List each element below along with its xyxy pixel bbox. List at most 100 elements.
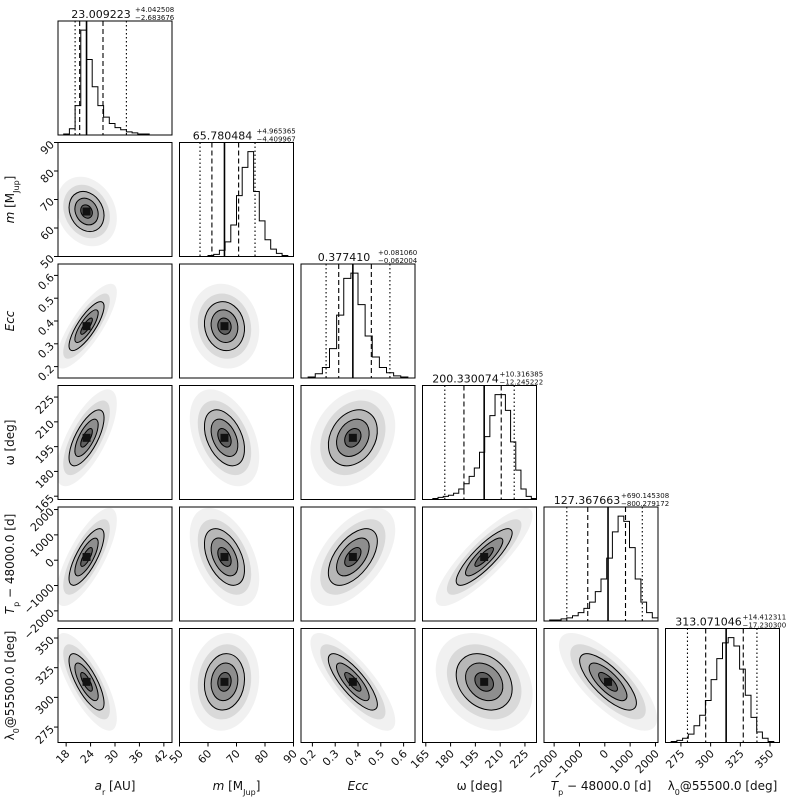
- x-axis-label-3: ω [deg]: [457, 779, 503, 793]
- panel-frame: [179, 142, 294, 257]
- y-axis-label-1: m [MJup]: [3, 176, 21, 224]
- density-peak: [348, 552, 357, 561]
- histogram-panel-0: [57, 20, 173, 136]
- y-tick-label: 195: [33, 442, 57, 466]
- y-tick-label: 180: [33, 467, 57, 491]
- x-axis-label-part: Ecc: [348, 779, 369, 793]
- y-tick-label: 210: [33, 418, 57, 442]
- density-peak: [348, 677, 357, 686]
- panel-title-1: 65.780484 +4.965365−4.409967: [193, 128, 296, 144]
- panel-frame: [57, 506, 173, 622]
- density-peak: [82, 207, 91, 216]
- x-tick-label: 165: [408, 747, 432, 771]
- histogram-panel-4: [543, 506, 659, 622]
- x-axis-label-4: Tp − 48000.0 [d]: [551, 779, 652, 797]
- y-axis-label-5: λ0@55500.0 [deg]: [3, 631, 21, 741]
- x-tick-label: 225: [507, 747, 531, 771]
- histogram-panel-2: [300, 263, 416, 379]
- y-tick-label: 300: [33, 693, 57, 717]
- x-tick-label: 70: [224, 747, 243, 766]
- scatter-panel-5-1: [179, 628, 294, 743]
- y-tick-label: 225: [33, 393, 57, 417]
- density-peak: [82, 677, 91, 686]
- y-tick-label: 70: [38, 195, 57, 214]
- x-tick-label: 180: [433, 747, 457, 771]
- y-axis-label-part: @55500.0 [deg]: [3, 631, 17, 728]
- y-axis-label-3: ω [deg]: [3, 420, 17, 466]
- panel-frame: [543, 628, 659, 743]
- histogram-step-4: [544, 515, 658, 621]
- scatter-panel-4-3: [422, 506, 537, 622]
- y-tick-label: 0.6: [35, 271, 57, 293]
- scatter-panel-5-0: [57, 628, 173, 743]
- panel-title-0: 23.009223 +4.042508−2.683676: [71, 6, 175, 22]
- x-tick-label: 195: [458, 747, 482, 771]
- panel-frame: [57, 385, 173, 500]
- density-peak: [220, 433, 229, 442]
- x-axis-label-part: ω: [457, 779, 467, 793]
- scatter-panel-5-3: [422, 628, 537, 743]
- x-tick-label: 50: [167, 747, 186, 766]
- y-axis-label-part: λ: [3, 733, 17, 740]
- panel-frame: [179, 385, 294, 500]
- y-tick-label: 2000: [28, 505, 57, 534]
- panel-title-5: 313.071046 +14.412311−17.230300: [675, 614, 786, 630]
- y-axis-label-2: Ecc: [3, 310, 17, 331]
- y-tick-label: 325: [33, 663, 57, 687]
- y-axis-label-part: [deg]: [3, 420, 17, 456]
- x-tick-label: 300: [693, 747, 717, 771]
- density-peak: [480, 677, 489, 686]
- title-value: 127.367663: [554, 494, 620, 507]
- y-tick-label: 80: [38, 167, 57, 186]
- histogram-step-5: [665, 637, 780, 743]
- y-tick-label: 0.2: [35, 362, 57, 384]
- title-plus: +14.412311: [743, 614, 787, 622]
- panel-frame: [422, 628, 537, 743]
- x-tick-label: 80: [252, 747, 271, 766]
- x-tick-label: 90: [281, 747, 300, 766]
- x-tick-label: 36: [127, 747, 146, 766]
- x-axis-label-part: p: [558, 788, 563, 797]
- x-axis-label-part: ]: [256, 779, 261, 793]
- y-axis-label-part: p: [12, 602, 21, 607]
- x-axis-label-5: λ0@55500.0 [deg]: [668, 779, 778, 797]
- y-tick-label: 1000: [28, 531, 57, 560]
- x-tick-label: 275: [663, 747, 687, 771]
- title-plus: +10.316385: [500, 371, 544, 379]
- x-tick-label: 325: [723, 747, 747, 771]
- density-peak: [220, 677, 229, 686]
- x-tick-label: 350: [752, 747, 776, 771]
- x-axis-label-part: λ: [668, 779, 675, 793]
- scatter-panel-3-1: [179, 385, 294, 500]
- panel-frame: [543, 506, 659, 622]
- histogram-step-3: [422, 394, 537, 500]
- x-axis-label-part: − 48000.0 [d]: [563, 779, 651, 793]
- scatter-panel-5-2: [300, 628, 416, 743]
- x-tick-label: 30: [102, 747, 121, 766]
- y-axis-label-part: 0: [12, 728, 21, 733]
- x-axis-label-0: ar [AU]: [95, 779, 136, 797]
- y-tick-label: 0: [43, 556, 57, 570]
- panel-frame: [665, 628, 780, 743]
- y-tick-label: 50: [38, 252, 57, 271]
- x-axis-label-part: m: [213, 779, 225, 793]
- title-value: 200.330074: [432, 373, 498, 386]
- x-axis-label-part: 0: [675, 788, 680, 797]
- density-peak: [82, 322, 91, 331]
- x-tick-label: 2000: [633, 747, 662, 776]
- scatter-panel-2-0: [57, 263, 173, 379]
- title-minus: −4.409967: [257, 136, 296, 144]
- histogram-panel-3: [422, 385, 537, 500]
- scatter-panel-2-1: [179, 263, 294, 379]
- histogram-step-2: [301, 272, 415, 378]
- scatter-panel-4-2: [300, 506, 416, 622]
- histogram-step-1: [179, 151, 294, 257]
- density-peak: [82, 552, 91, 561]
- x-tick-label: 0.5: [366, 747, 388, 769]
- x-axis-label-part: [AU]: [105, 779, 135, 793]
- x-axis-label-part: r: [102, 788, 106, 797]
- x-tick-label: 60: [195, 747, 214, 766]
- panel-frame: [300, 385, 416, 500]
- y-axis-label-4: Tp − 48000.0 [d]: [3, 514, 21, 615]
